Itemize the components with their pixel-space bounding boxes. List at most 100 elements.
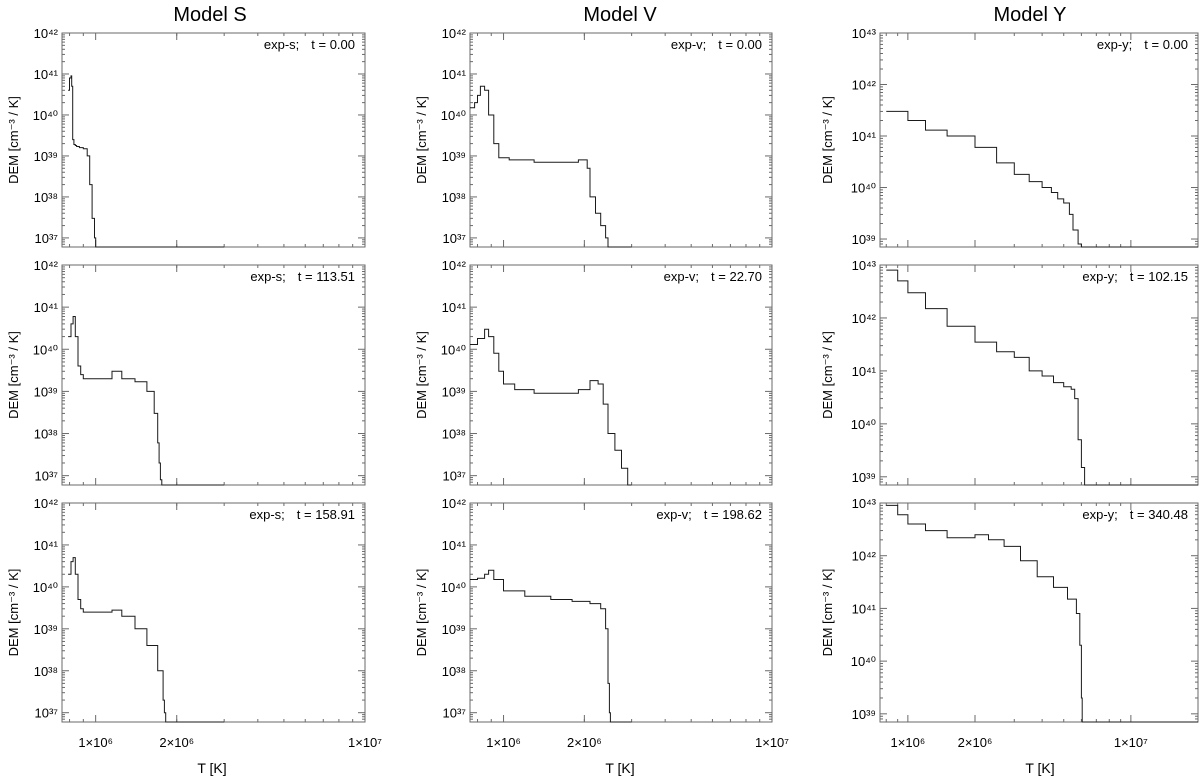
column-title-model-y: Model Y <box>993 4 1066 26</box>
plot-frame <box>879 32 1199 248</box>
panel-annotation: exp-v; t = 22.70 <box>664 269 762 284</box>
panel-annotation: exp-v; t = 0.00 <box>671 37 762 52</box>
y-tick-label: 10³⁹ <box>442 384 466 399</box>
y-tick-label: 10⁴⁰ <box>441 580 466 595</box>
y-tick-label: 10⁴² <box>34 496 59 511</box>
y-tick-label: 10⁴¹ <box>442 67 467 82</box>
x-tick-label: 2×10⁶ <box>958 735 993 750</box>
panel-annotation: exp-s; t = 0.00 <box>264 37 355 52</box>
y-tick-label: 10⁴⁰ <box>33 108 58 123</box>
run-label: exp-y; <box>1097 37 1132 52</box>
y-axis-label: DEM [cm⁻³ / K] <box>820 569 835 657</box>
time-label: t = 0.00 <box>1144 37 1188 52</box>
panel-annotation: exp-v; t = 198.62 <box>656 507 762 522</box>
y-tick-label: 10⁴¹ <box>442 538 467 553</box>
y-tick-label: 10³⁷ <box>443 469 467 484</box>
chart-panel: 10³⁷ 10³⁸ 10³⁹ 10⁴⁰ 10⁴¹ 10⁴² DEM [cm⁻³ / K] ex… <box>414 258 773 486</box>
time-label: t = 198.62 <box>704 507 762 522</box>
y-tick-label: 10⁴⁰ <box>441 342 466 357</box>
y-tick-label: 10³⁸ <box>442 190 466 205</box>
y-tick-label: 10⁴² <box>442 258 467 273</box>
y-tick-label: 10⁴¹ <box>852 601 877 616</box>
y-tick-label: 10⁴³ <box>852 258 877 273</box>
chart-panel: 10³⁷ 10³⁸ 10³⁹ 10⁴⁰ 10⁴¹ 10⁴² DEM [cm⁻³ / K] ex… <box>414 26 773 248</box>
y-tick-label: 10⁴⁰ <box>851 417 876 432</box>
chart-panel: 10³⁹ 10⁴⁰ 10⁴¹ 10⁴² 10⁴³ DEM [cm⁻³ / K] exp-y;… <box>820 26 1199 248</box>
y-axis-label: DEM [cm⁻³ / K] <box>414 331 429 419</box>
run-label: exp-s; <box>250 269 285 284</box>
dem-curve <box>470 569 632 723</box>
chart-panel: 10³⁷ 10³⁸ 10³⁹ 10⁴⁰ 10⁴¹ 10⁴² DEM [cm⁻³ / K] ex… <box>6 258 366 486</box>
time-label: t = 22.70 <box>711 269 762 284</box>
y-tick-label: 10⁴⁰ <box>33 580 58 595</box>
y-tick-label: 10⁴¹ <box>34 538 59 553</box>
y-tick-label: 10³⁹ <box>852 707 876 722</box>
dem-curve <box>886 269 1198 486</box>
x-tick-label: 1×10⁶ <box>891 735 926 750</box>
run-label: exp-y; <box>1082 507 1117 522</box>
y-tick-label: 10⁴² <box>852 78 877 93</box>
y-axis-label: DEM [cm⁻³ / K] <box>820 331 835 419</box>
chart-panel: 10³⁷ 10³⁸ 10³⁹ 10⁴⁰ 10⁴¹ 10⁴² 1×10⁶ 2×10⁶ 1×10⁷ D… <box>414 496 789 750</box>
y-tick-label: 10³⁸ <box>34 190 58 205</box>
time-label: t = 0.00 <box>718 37 762 52</box>
time-label: t = 340.48 <box>1130 507 1188 522</box>
time-label: t = 0.00 <box>311 37 355 52</box>
y-axis-label: DEM [cm⁻³ / K] <box>6 96 21 184</box>
dem-curve <box>886 504 1198 723</box>
panel-annotation: exp-s; t = 158.91 <box>249 507 355 522</box>
y-tick-label: 10³⁷ <box>443 231 467 246</box>
run-label: exp-y; <box>1082 269 1117 284</box>
y-tick-label: 10³⁹ <box>34 149 58 164</box>
dem-curve <box>68 316 225 486</box>
panel-annotation: exp-s; t = 113.51 <box>250 269 355 284</box>
y-tick-label: 10³⁸ <box>442 664 466 679</box>
x-axis-label-model-v: T [K] <box>605 760 634 776</box>
y-tick-label: 10³⁹ <box>34 622 58 637</box>
x-tick-label: 2×10⁶ <box>567 735 602 750</box>
y-tick-label: 10⁴⁰ <box>33 342 58 357</box>
y-tick-label: 10⁴⁰ <box>441 108 466 123</box>
y-tick-label: 10⁴² <box>852 311 877 326</box>
y-axis-label: DEM [cm⁻³ / K] <box>6 331 21 419</box>
plot-frame <box>469 502 773 723</box>
x-tick-label: 1×10⁶ <box>78 735 113 750</box>
plot-frame <box>469 264 773 486</box>
x-tick-label: 1×10⁷ <box>755 735 789 750</box>
plot-frame <box>61 32 366 248</box>
x-tick-label: 1×10⁶ <box>486 735 521 750</box>
chart-panel: 10³⁹ 10⁴⁰ 10⁴¹ 10⁴² 10⁴³ 1×10⁶ 2×10⁶ 1×10⁷ DEM [… <box>820 496 1199 750</box>
y-tick-label: 10⁴³ <box>852 26 877 41</box>
y-tick-label: 10³⁸ <box>34 664 58 679</box>
plot-frame <box>879 264 1199 486</box>
y-tick-label: 10³⁷ <box>35 469 59 484</box>
y-tick-label: 10⁴¹ <box>852 364 877 379</box>
y-tick-label: 10⁴² <box>442 26 467 41</box>
column-title-model-v: Model V <box>583 4 657 26</box>
y-tick-label: 10³⁹ <box>852 470 876 485</box>
time-label: t = 158.91 <box>297 507 355 522</box>
panel-annotation: exp-y; t = 102.15 <box>1082 269 1188 284</box>
dem-curve <box>68 75 225 248</box>
plot-frame <box>61 264 366 486</box>
time-label: t = 113.51 <box>298 269 355 284</box>
y-tick-label: 10⁴¹ <box>852 129 877 144</box>
x-tick-label: 2×10⁶ <box>159 735 194 750</box>
y-tick-label: 10³⁷ <box>35 231 59 246</box>
chart-panel: 10³⁷ 10³⁸ 10³⁹ 10⁴⁰ 10⁴¹ 10⁴² 1×10⁶ 2×10⁶ 1×10⁷ D… <box>6 496 382 750</box>
y-axis-label: DEM [cm⁻³ / K] <box>820 96 835 184</box>
dem-curve <box>68 557 225 723</box>
y-tick-label: 10³⁷ <box>35 706 59 721</box>
y-tick-label: 10³⁹ <box>34 384 58 399</box>
y-tick-label: 10⁴¹ <box>442 300 467 315</box>
x-axis-label-model-s: T [K] <box>197 760 226 776</box>
y-tick-label: 10⁴¹ <box>34 67 59 82</box>
y-tick-label: 10⁴⁰ <box>851 654 876 669</box>
y-tick-label: 10⁴³ <box>852 496 877 511</box>
panel-annotation: exp-y; t = 340.48 <box>1082 507 1188 522</box>
dem-curve <box>886 110 1198 248</box>
y-tick-label: 10³⁸ <box>34 427 58 442</box>
run-label: exp-v; <box>656 507 691 522</box>
run-label: exp-s; <box>249 507 284 522</box>
